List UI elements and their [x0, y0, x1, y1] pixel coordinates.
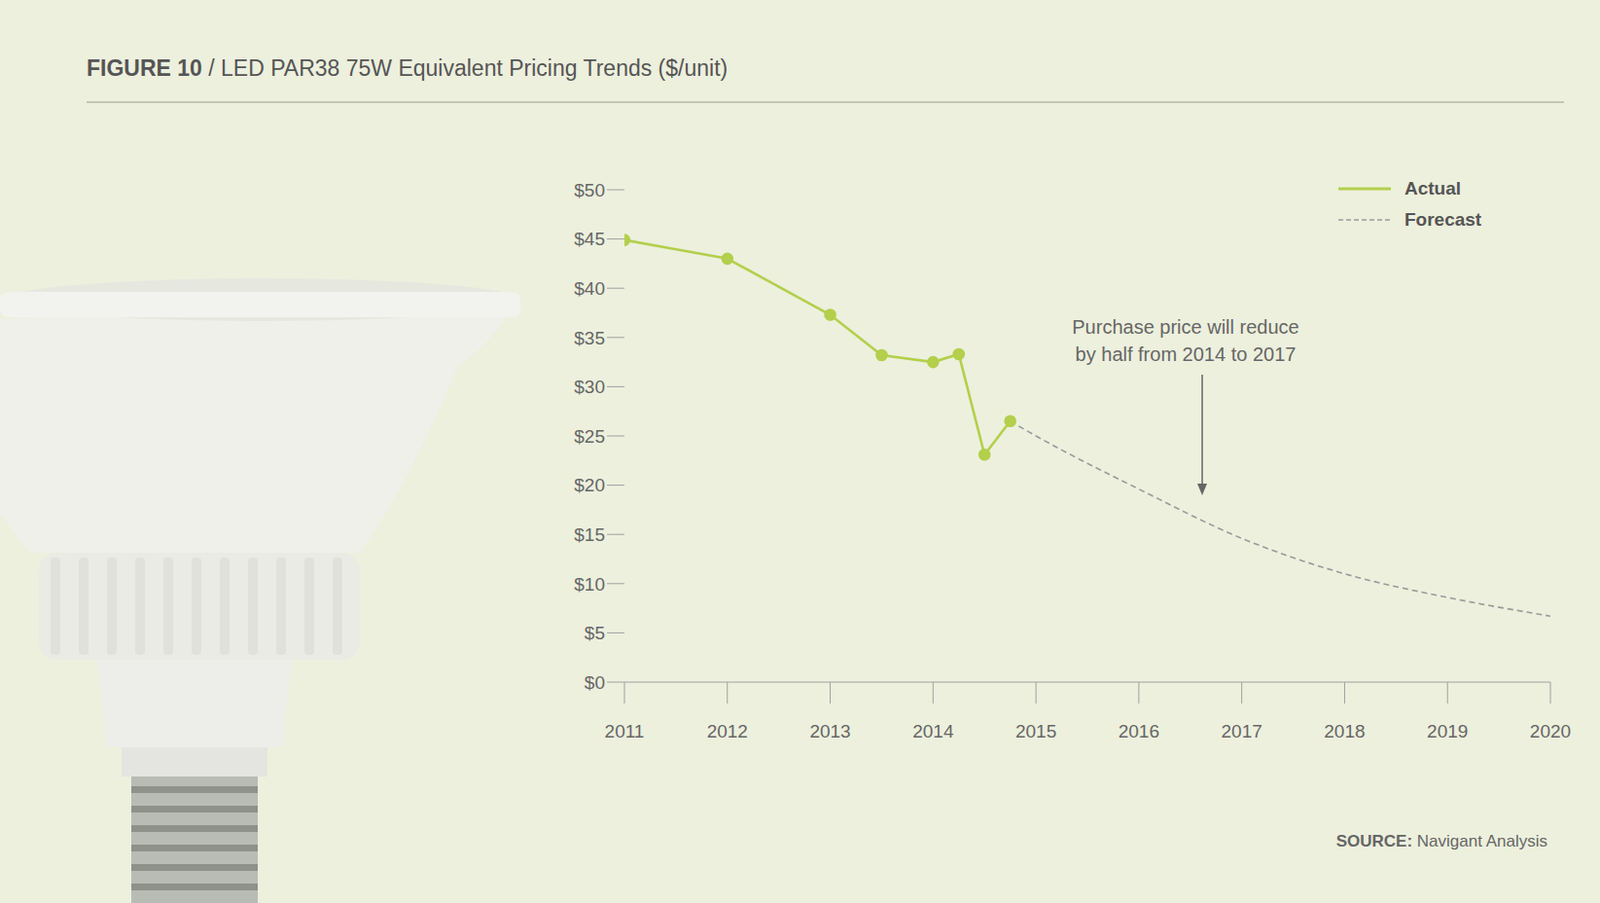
svg-text:2012: 2012	[707, 720, 748, 742]
svg-text:$5: $5	[584, 622, 605, 643]
svg-text:$50: $50	[573, 179, 605, 201]
svg-text:$25: $25	[573, 426, 605, 447]
svg-text:$30: $30	[573, 376, 605, 397]
html-text:Forecast: Forecast	[1404, 209, 1482, 230]
svg-text:$20: $20	[573, 474, 605, 496]
svg-text:2015: 2015	[1015, 720, 1057, 742]
svg-text:2017: 2017	[1221, 720, 1263, 742]
html-text:Actual: Actual	[1404, 177, 1462, 199]
html-text:SOURCE: Navigant Analysis: SOURCE: Navigant Analysis	[1336, 831, 1548, 851]
svg-text:$45: $45	[573, 228, 605, 249]
svg-text:2014: 2014	[912, 720, 955, 742]
html-text:FIGURE 10 / LED PAR38 75W Equi: FIGURE 10 / LED PAR38 75W Equivalent Pri…	[86, 55, 728, 81]
svg-text:2011: 2011	[604, 720, 645, 742]
svg-text:$0: $0	[584, 672, 605, 693]
svg-text:$10: $10	[573, 573, 605, 595]
svg-text:2018: 2018	[1323, 720, 1365, 742]
svg-text:2020: 2020	[1529, 720, 1571, 742]
svg-text:2013: 2013	[809, 720, 851, 742]
html-text:by half from 2014 to 2017: by half from 2014 to 2017	[1075, 343, 1296, 365]
svg-text:2016: 2016	[1118, 720, 1160, 742]
svg-text:$40: $40	[573, 278, 605, 299]
svg-text:$35: $35	[573, 327, 605, 349]
svg-text:$15: $15	[573, 524, 605, 545]
svg-text:2019: 2019	[1426, 720, 1468, 742]
html-text:Purchase price will reduce: Purchase price will reduce	[1072, 316, 1300, 338]
